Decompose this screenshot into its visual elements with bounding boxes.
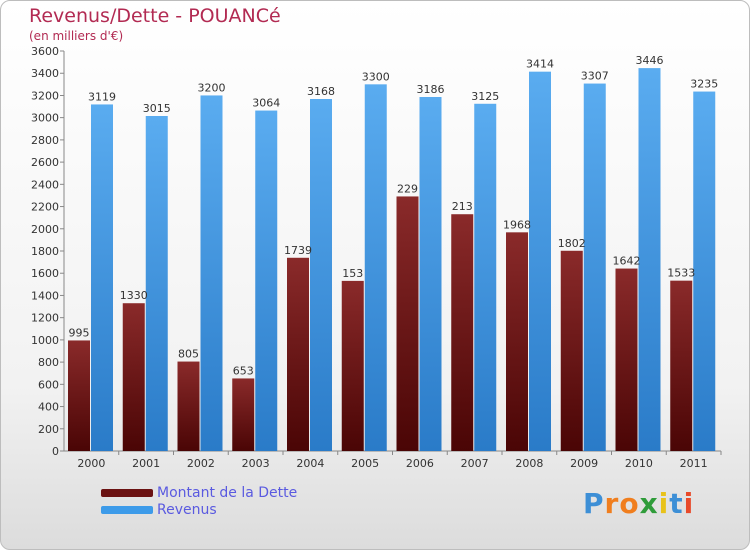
data-label-revenue: 3307 (581, 70, 609, 83)
bar-revenue (200, 95, 223, 451)
data-label-debt: 1642 (613, 255, 641, 268)
bar-revenue (419, 97, 442, 451)
x-tick-label: 2011 (680, 457, 708, 470)
bar-debt (122, 303, 145, 451)
bar-debt (341, 280, 364, 451)
logo-letter: t (669, 487, 684, 520)
data-label-debt: 1739 (284, 244, 312, 257)
x-tick-label: 2010 (625, 457, 653, 470)
bar-debt (396, 196, 419, 451)
bar-revenue (638, 68, 661, 451)
bar-revenue (364, 84, 387, 451)
legend-swatch-debt (101, 489, 153, 497)
bar-debt (68, 340, 90, 451)
logo-letter: i (658, 487, 670, 520)
y-tick-label: 2000 (31, 223, 59, 236)
bar-debt (560, 250, 583, 451)
bar-revenue (145, 116, 168, 451)
x-tick-label: 2002 (187, 457, 215, 470)
x-tick-label: 2009 (570, 457, 598, 470)
bar-revenue (91, 104, 113, 451)
data-label-revenue: 3186 (417, 83, 445, 96)
data-label-revenue: 3119 (88, 90, 116, 103)
data-label-revenue: 3446 (636, 54, 664, 67)
data-label-revenue: 3064 (252, 97, 280, 110)
data-label-debt: 153 (342, 267, 363, 280)
bar-revenue (693, 91, 716, 452)
bar-revenue (474, 103, 497, 452)
data-label-revenue: 3414 (526, 58, 554, 71)
data-label-debt: 995 (69, 326, 90, 339)
data-label-debt: 229 (397, 182, 418, 195)
legend-swatch-revenue (101, 506, 153, 514)
x-tick-label: 2007 (461, 457, 489, 470)
x-tick-label: 2005 (351, 457, 379, 470)
y-tick-label: 2800 (31, 134, 59, 147)
data-label-revenue: 3235 (690, 78, 718, 91)
data-label-revenue: 3015 (143, 102, 171, 115)
data-label-debt: 1968 (503, 218, 531, 231)
chart-title: Revenus/Dette - POUANCé (29, 5, 281, 27)
bar-debt (232, 378, 255, 451)
bar-debt (287, 257, 309, 451)
data-label-debt: 213 (452, 200, 473, 213)
logo-letter: r (604, 487, 620, 520)
y-tick-label: 1000 (31, 334, 59, 347)
logo-letter: i (683, 487, 695, 520)
y-tick-label: 3400 (31, 67, 59, 80)
y-tick-label: 600 (38, 378, 59, 391)
x-tick-label: 2000 (77, 457, 105, 470)
bar-revenue (583, 83, 606, 452)
bar-debt (615, 268, 638, 451)
x-tick-label: 2001 (132, 457, 160, 470)
logo-letter: P (583, 487, 605, 520)
bar-revenue (255, 110, 278, 452)
x-tick-label: 2008 (515, 457, 543, 470)
bar-debt (451, 214, 474, 451)
logo-letter: o (619, 487, 640, 520)
proxiti-logo: Proxiti (583, 487, 694, 520)
data-label-debt: 805 (178, 348, 199, 361)
y-tick-label: 1400 (31, 289, 59, 302)
x-tick-label: 2004 (296, 457, 324, 470)
bar-revenue (529, 71, 551, 452)
chart-subtitle: (en milliers d'€) (29, 29, 124, 43)
y-tick-label: 3000 (31, 112, 59, 125)
data-label-debt: 653 (233, 364, 254, 377)
data-label-debt: 1533 (667, 267, 695, 280)
data-label-revenue: 3168 (307, 85, 335, 98)
legend-label-debt: Montant de la Dette (157, 485, 298, 501)
data-label-revenue: 3125 (471, 90, 499, 103)
bar-revenue (310, 99, 332, 451)
bar-debt (177, 361, 200, 451)
logo-letter: x (639, 487, 659, 520)
x-tick-label: 2003 (242, 457, 270, 470)
data-label-debt: 1802 (558, 237, 586, 250)
y-tick-label: 200 (38, 423, 59, 436)
y-tick-label: 1200 (31, 312, 59, 325)
bar-debt (670, 280, 693, 451)
y-tick-label: 2400 (31, 178, 59, 191)
y-tick-label: 3600 (31, 45, 59, 58)
bar-debt (506, 232, 528, 451)
y-tick-label: 1600 (31, 267, 59, 280)
y-tick-label: 2600 (31, 156, 59, 169)
data-label-debt: 1330 (120, 289, 148, 302)
y-tick-label: 800 (38, 356, 59, 369)
y-tick-label: 1800 (31, 245, 59, 258)
y-tick-label: 0 (52, 445, 59, 458)
y-tick-label: 2200 (31, 201, 59, 214)
y-tick-label: 400 (38, 401, 59, 414)
data-label-revenue: 3300 (362, 70, 390, 83)
y-tick-label: 3200 (31, 89, 59, 102)
legend-label-revenue: Revenus (157, 502, 217, 518)
data-label-revenue: 3200 (198, 81, 226, 94)
x-tick-label: 2006 (406, 457, 434, 470)
